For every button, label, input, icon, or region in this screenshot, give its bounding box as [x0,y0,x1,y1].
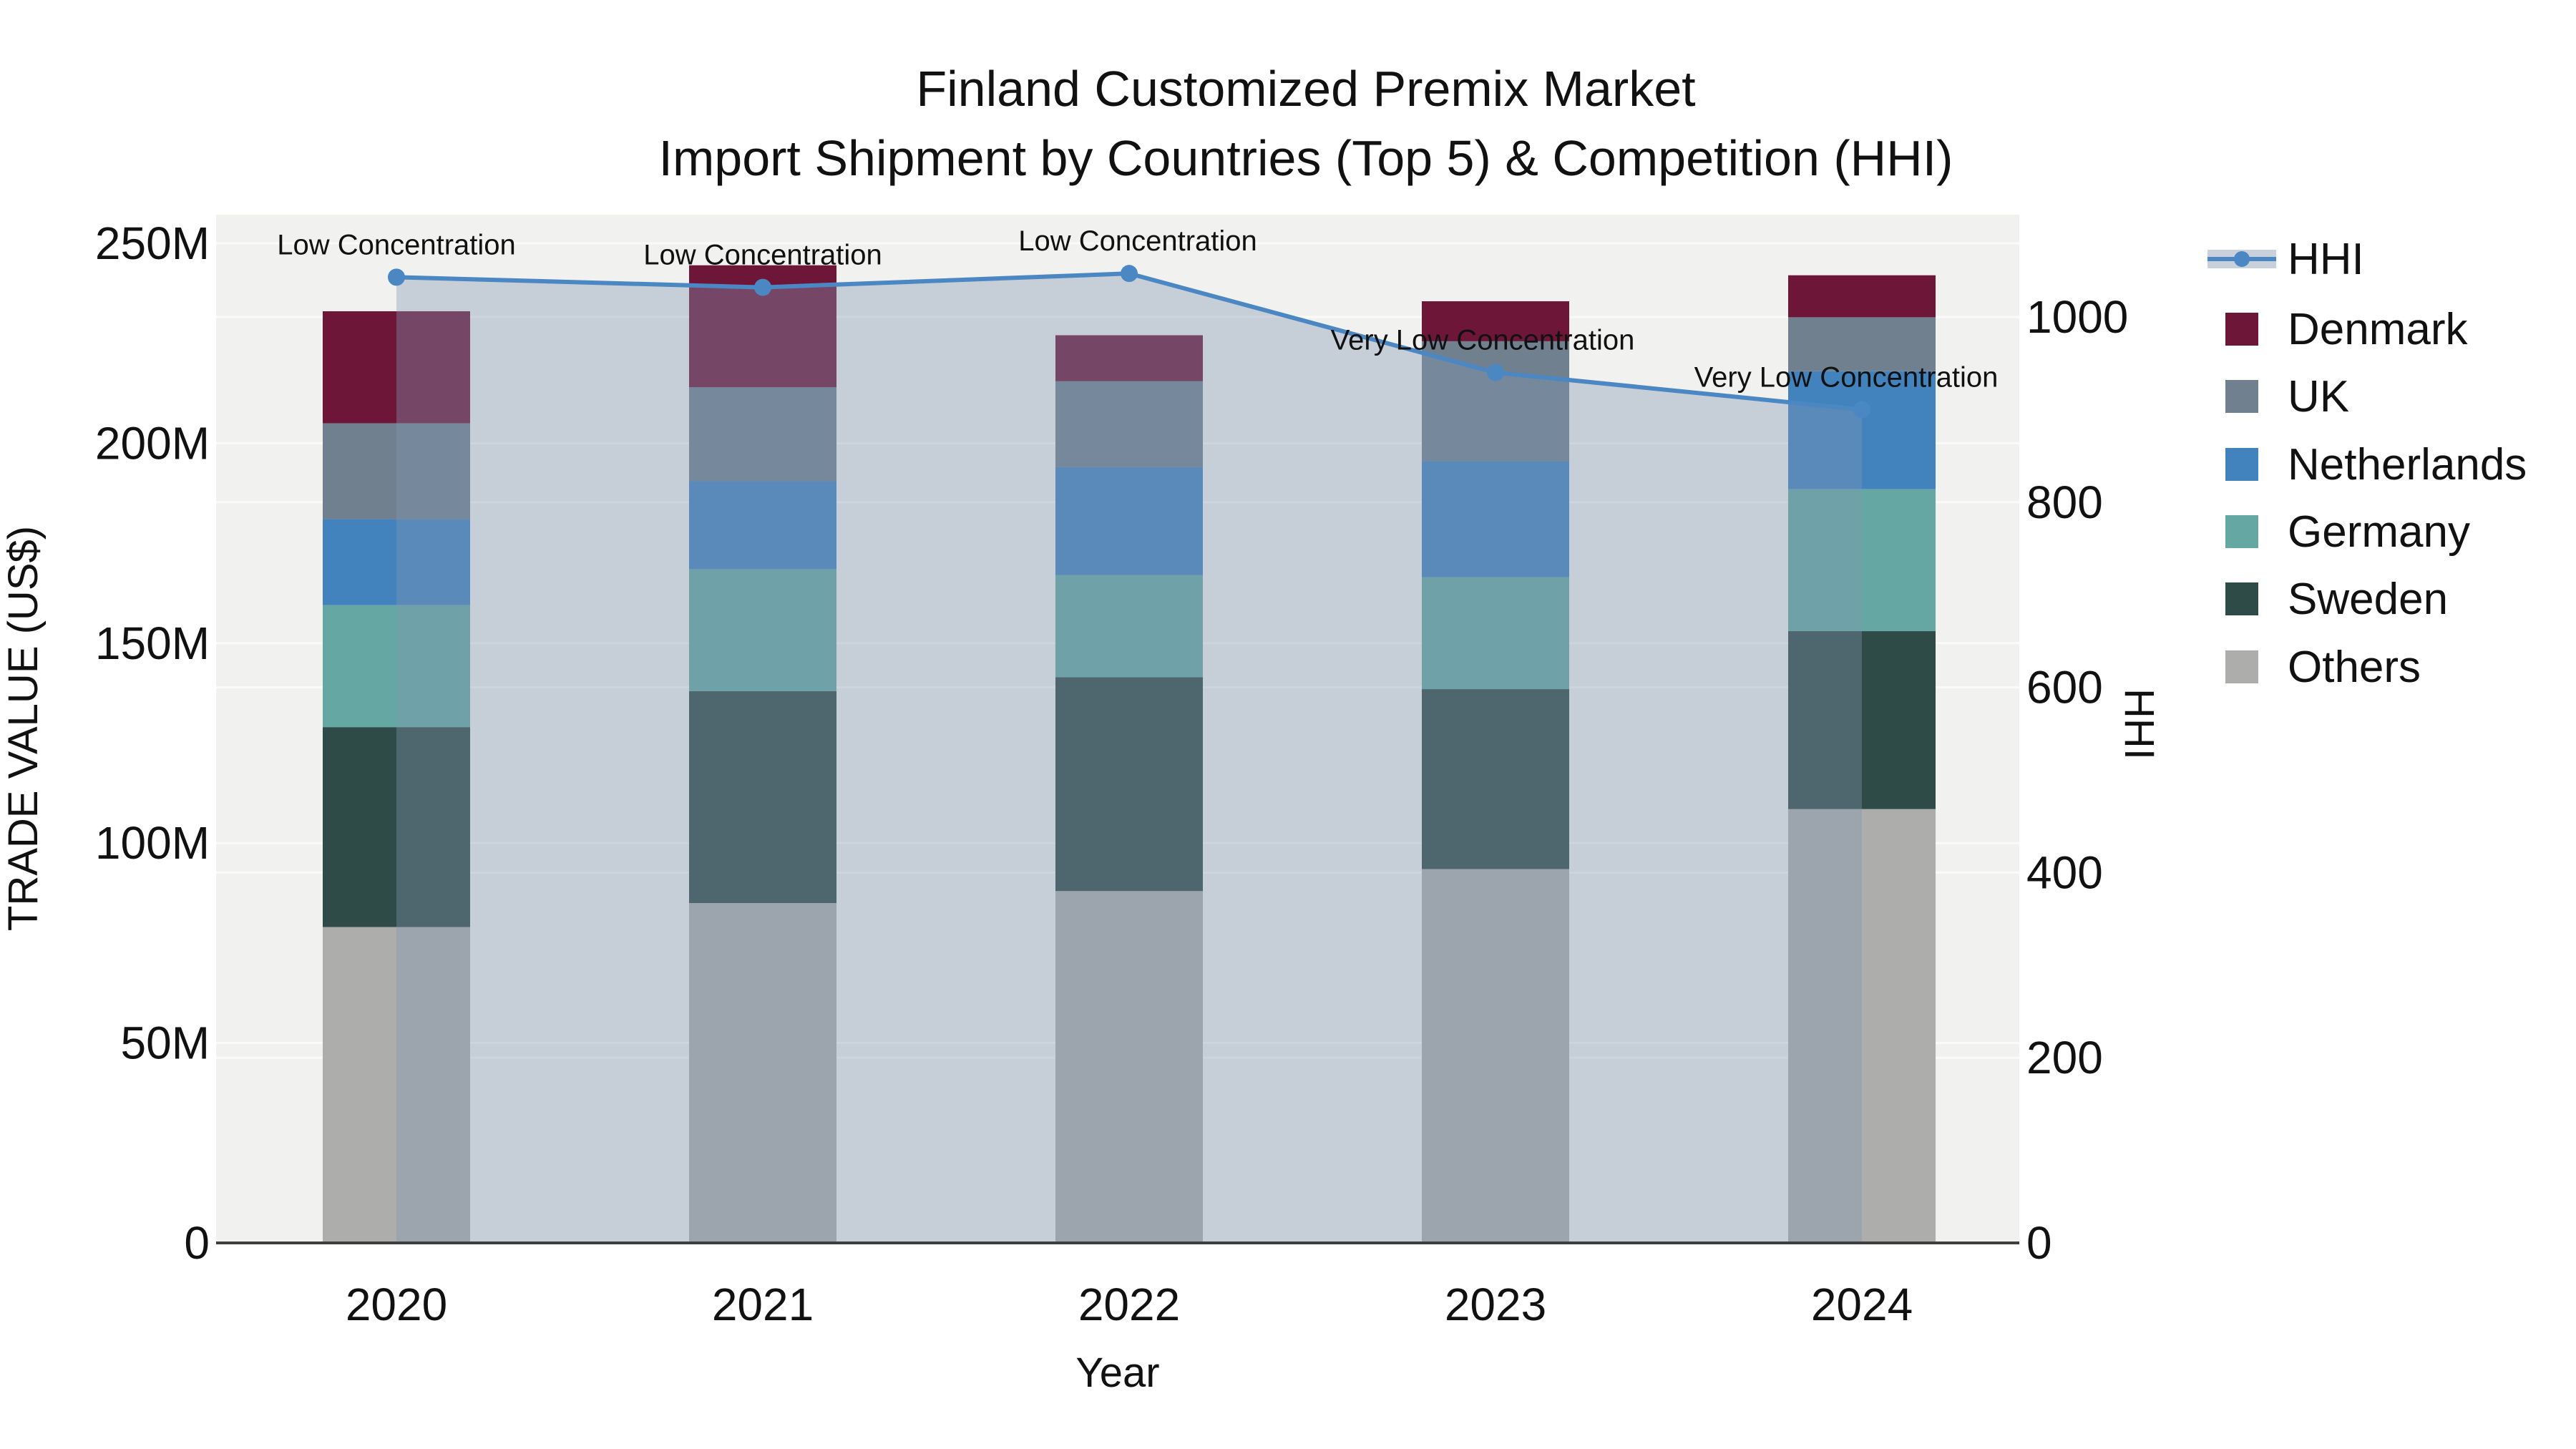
legend-item-sweden[interactable]: Sweden [2225,575,2448,624]
legend-label-germany: Germany [2288,507,2470,557]
x-tick-2023: 2023 [1445,1279,1546,1330]
y-left-tick-100M: 100M [95,817,210,869]
y-left-tick-50M: 50M [121,1018,210,1069]
bar-segment-denmark-2020[interactable] [323,311,470,424]
legend-item-hhi[interactable]: HHI [2207,235,2364,284]
y-right-tick-600: 600 [2026,662,2103,713]
legend-item-netherlands[interactable]: Netherlands [2225,440,2527,489]
bar-segment-others-2021[interactable] [689,903,836,1243]
bar-segment-sweden-2023[interactable] [1422,689,1569,869]
bar-segment-others-2022[interactable] [1055,891,1203,1243]
bar-segment-denmark-2024[interactable] [1788,275,1936,318]
bar-segment-netherlands-2024[interactable] [1788,371,1936,489]
x-tick-2024: 2024 [1811,1279,1913,1330]
bar-segment-uk-2024[interactable] [1788,317,1936,371]
bar-segment-netherlands-2023[interactable] [1422,461,1569,577]
y-right-axis-title: HHI [2116,688,2162,760]
bar-segment-sweden-2020[interactable] [323,727,470,927]
bar-segment-germany-2023[interactable] [1422,577,1569,690]
y-right-tick-400: 400 [2026,847,2103,898]
hhi-annotation-2024: Very Low Concentration [1694,361,1999,393]
y-left-tick-250M: 250M [95,218,210,269]
bar-segment-denmark-2022[interactable] [1055,335,1203,381]
y-right-tick-200: 200 [2026,1032,2103,1083]
legend-label-sweden: Sweden [2288,575,2448,624]
y-left-tick-0: 0 [184,1217,210,1269]
chart-title-line1: Finland Customized Premix Market [916,61,1695,117]
bar-segment-uk-2022[interactable] [1055,381,1203,467]
legend-item-others[interactable]: Others [2225,643,2421,692]
legend-label-netherlands: Netherlands [2288,440,2527,489]
hhi-area-fill [396,273,1862,1243]
hhi-annotation-2022: Low Concentration [1018,225,1257,257]
bar-segment-germany-2022[interactable] [1055,575,1203,678]
y-right-tick-800: 800 [2026,477,2103,528]
bar-segment-others-2023[interactable] [1422,869,1569,1243]
hhi-marker-2021[interactable] [754,278,771,296]
bar-segment-uk-2020[interactable] [323,423,470,519]
legend-label-uk: UK [2288,372,2349,421]
bar-segment-uk-2021[interactable] [689,387,836,482]
hhi-annotation-2021: Low Concentration [643,240,882,271]
x-tick-2022: 2022 [1078,1279,1180,1330]
legend-item-germany[interactable]: Germany [2225,507,2470,557]
bar-segment-denmark-2023[interactable] [1422,301,1569,341]
y-left-axis-title: TRADE VALUE (US$) [0,526,47,931]
legend-label-others: Others [2288,643,2421,692]
x-tick-2021: 2021 [712,1279,814,1330]
hhi-marker-2022[interactable] [1121,265,1138,283]
legend-swatch-netherlands [2225,448,2258,481]
bar-segment-netherlands-2020[interactable] [323,519,470,605]
legend-swatch-others [2225,650,2258,683]
y-right-tick-0: 0 [2026,1217,2052,1269]
legend-swatch-germany [2225,515,2258,548]
y-right-tick-1000: 1000 [2026,291,2128,343]
hhi-marker-2023[interactable] [1487,364,1504,381]
y-left-tick-150M: 150M [95,618,210,669]
bar-segment-germany-2020[interactable] [323,605,470,728]
legend-label-hhi: HHI [2288,235,2364,284]
hhi-marker-2020[interactable] [388,268,405,286]
bar-segment-others-2024[interactable] [1788,809,1936,1243]
legend-swatch-denmark [2225,313,2258,346]
y-left-tick-200M: 200M [95,417,210,469]
hhi-annotation-2023: Very Low Concentration [1331,325,1635,356]
bar-segment-germany-2024[interactable] [1788,489,1936,632]
bar-segment-sweden-2022[interactable] [1055,677,1203,892]
x-axis-title: Year [1075,1350,1159,1396]
bar-segment-sweden-2021[interactable] [689,691,836,904]
legend-item-denmark[interactable]: Denmark [2225,305,2469,354]
bar-segment-others-2020[interactable] [323,927,470,1243]
bar-segment-netherlands-2021[interactable] [689,481,836,570]
chart-title-line2: Import Shipment by Countries (Top 5) & C… [659,130,1953,186]
bar-segment-netherlands-2022[interactable] [1055,467,1203,575]
legend-hhi-marker-icon [2234,251,2250,267]
x-tick-2020: 2020 [346,1279,447,1330]
legend-item-uk[interactable]: UK [2225,372,2349,421]
legend-label-denmark: Denmark [2288,305,2469,354]
bar-segment-sweden-2024[interactable] [1788,631,1936,809]
bar-segment-germany-2021[interactable] [689,569,836,691]
legend-swatch-uk [2225,380,2258,413]
hhi-marker-2024[interactable] [1853,401,1870,419]
hhi-annotation-2020: Low Concentration [277,229,516,260]
legend-swatch-sweden [2225,582,2258,615]
